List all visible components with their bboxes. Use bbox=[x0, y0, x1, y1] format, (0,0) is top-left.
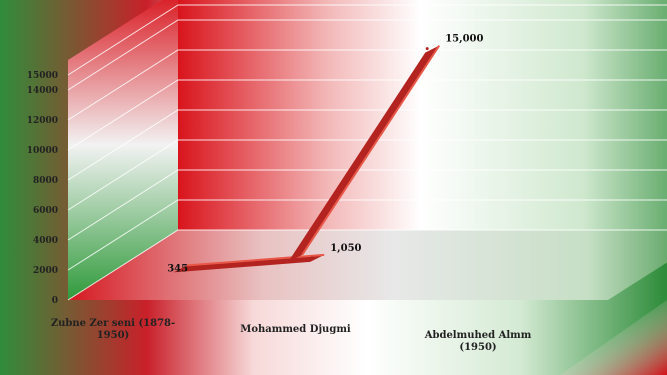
x-tick-label-line: Abdelmuhed Almm bbox=[424, 330, 532, 341]
grid-line bbox=[67, 4, 667, 76]
x-tick-label-line: Zubne Zer seni (1878- bbox=[51, 318, 175, 329]
series-segment bbox=[301, 45, 441, 256]
series-segment bbox=[187, 253, 325, 267]
grid-lines bbox=[67, 4, 667, 301]
x-tick-label: Abdelmuhed Almm (1950) bbox=[424, 330, 532, 353]
side-wall bbox=[68, 0, 178, 300]
grid-line bbox=[67, 169, 667, 241]
x-tick-label-line: 1950) bbox=[97, 330, 130, 341]
x-tick-label-line: Mohammed Djugmi bbox=[240, 324, 351, 335]
data-label: 15,000 bbox=[445, 34, 483, 45]
grid-line bbox=[67, 79, 667, 151]
y-tick-label: 0 bbox=[52, 296, 58, 306]
y-tick-label: 4000 bbox=[33, 236, 58, 246]
grid-line bbox=[67, 199, 667, 271]
y-tick-label: 8000 bbox=[33, 176, 58, 186]
y-tick-label: 2000 bbox=[33, 266, 58, 276]
data-point bbox=[195, 266, 199, 270]
grid-line bbox=[67, 139, 667, 211]
grid-line bbox=[67, 109, 667, 181]
data-label: 345 bbox=[167, 263, 188, 274]
y-tick-label: 12000 bbox=[27, 116, 58, 126]
back-wall bbox=[178, 0, 667, 230]
data-point bbox=[310, 256, 314, 260]
grid-line bbox=[67, 49, 667, 121]
x-tick-label: Zubne Zer seni (1878-1950) bbox=[51, 318, 175, 341]
series-segment-face bbox=[288, 45, 440, 262]
x-tick-label: Mohammed Djugmi bbox=[240, 324, 351, 335]
y-tick-label: 6000 bbox=[33, 206, 58, 216]
series-line bbox=[173, 45, 441, 273]
series-segment-face bbox=[173, 254, 325, 273]
grid-line bbox=[67, 19, 667, 91]
y-tick-label: 14000 bbox=[27, 86, 58, 96]
data-labels: 345 1,050 15,000 bbox=[167, 34, 483, 275]
y-tick-label: 15000 bbox=[27, 71, 58, 81]
x-axis: Zubne Zer seni (1878-1950) Mohammed Djugm… bbox=[51, 318, 532, 353]
grid-line bbox=[67, 229, 667, 301]
floor bbox=[68, 230, 667, 300]
corner-accent bbox=[560, 300, 667, 375]
data-label: 1,050 bbox=[330, 243, 361, 254]
y-tick-label: 10000 bbox=[27, 146, 58, 156]
data-point bbox=[425, 47, 429, 51]
x-tick-label-line: (1950) bbox=[459, 342, 496, 353]
y-axis: 0 2000 4000 6000 8000 10000 12000 14000 15000 bbox=[27, 71, 58, 306]
